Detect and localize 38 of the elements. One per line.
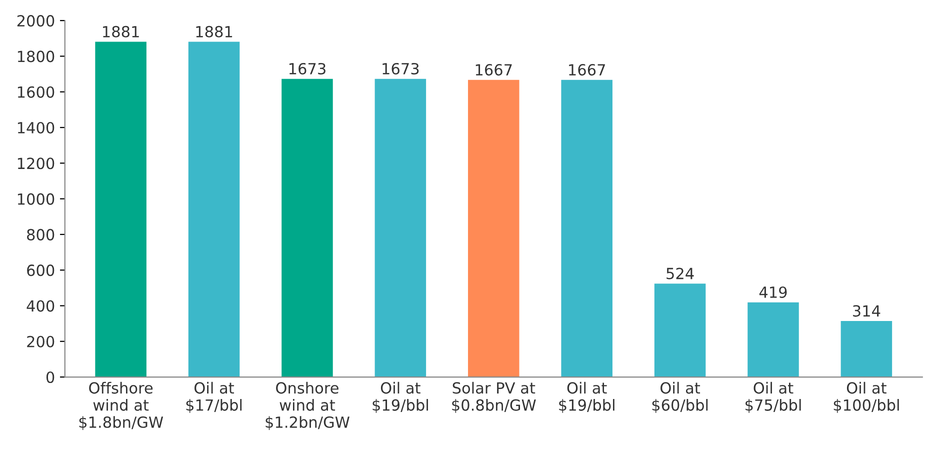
y-tick-label: 1800 [18, 50, 54, 62]
data-label: 1673 [382, 62, 419, 74]
bar [188, 42, 240, 378]
y-tick-label: 2000 [17, 15, 54, 27]
x-tick-label: Onshore wind at $1.2bn/GW [266, 382, 350, 430]
bar [748, 302, 799, 378]
x-tick-label: Oil at $19/bbl [372, 382, 428, 413]
data-label: 419 [759, 286, 787, 298]
x-tick-label: Oil at $60/bbl [652, 382, 708, 413]
data-label: 1881 [103, 26, 139, 38]
y-tick-label: 200 [27, 336, 54, 348]
bar [840, 321, 892, 378]
y-tick-label: 1200 [18, 158, 54, 170]
bar [282, 78, 333, 378]
data-label: 1667 [476, 64, 512, 76]
y-tick-label: 1400 [18, 122, 54, 134]
y-tick-label: 600 [27, 264, 54, 276]
bar [654, 284, 706, 378]
data-label: 524 [666, 268, 694, 280]
y-tick-label: 0 [46, 371, 54, 384]
y-tick-label: 1000 [18, 193, 54, 205]
data-label: 1667 [569, 64, 605, 76]
bar [468, 80, 520, 378]
y-tick-label: 1600 [18, 86, 54, 98]
bar [95, 42, 146, 378]
x-tick-label: Oil at $75/bbl [746, 382, 801, 413]
x-tick-label: Oil at $19/bbl [559, 382, 614, 413]
x-tick-label: Solar PV at $0.8bn/GW [452, 382, 536, 413]
bar [561, 80, 612, 378]
bar [374, 78, 426, 378]
data-label: 314 [853, 305, 880, 317]
data-label: 1673 [289, 62, 326, 74]
x-tick-label: Offshore wind at $1.8bn/GW [79, 382, 164, 430]
x-tick-label: Oil at $100/bbl [834, 382, 899, 413]
data-label: 1881 [196, 26, 232, 38]
x-tick-label: Oil at $17/bbl [186, 382, 242, 413]
y-tick-label: 800 [27, 228, 54, 240]
y-tick-label: 400 [26, 300, 54, 312]
